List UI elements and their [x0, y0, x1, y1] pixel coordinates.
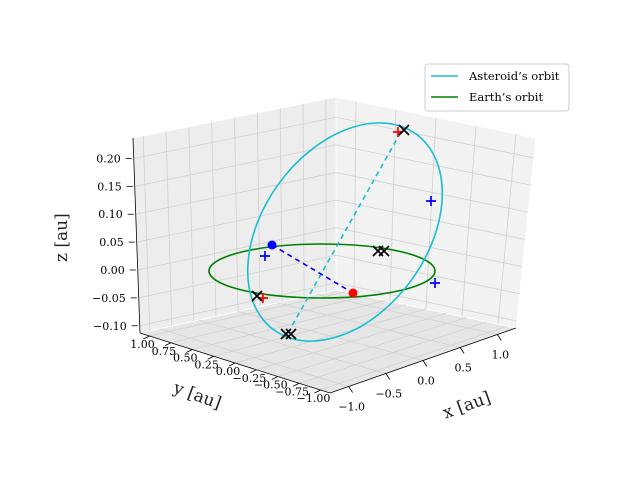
x-gridline: [159, 328, 349, 387]
earth-marker: [267, 240, 277, 250]
cross-marker: [378, 245, 390, 257]
x-tick-label: 0.5: [454, 362, 472, 375]
z-tick-label: −0.10: [93, 320, 127, 333]
y-tick-mark: [271, 376, 278, 380]
y-tick-label: −1.00: [297, 392, 331, 405]
cross-marker: [398, 124, 410, 136]
cross-marker: [285, 328, 297, 340]
right-pane: [335, 96, 537, 329]
y-wall-gridline: [165, 131, 173, 327]
blue-plus-marker: [430, 278, 440, 288]
y-tick-mark: [143, 335, 150, 340]
z-axis-line: [132, 137, 141, 334]
x-wall-gridline: [353, 101, 357, 294]
x-wall-gridline: [425, 117, 437, 310]
z-gridline: [137, 227, 523, 271]
axis-lines: [125, 137, 517, 394]
y-wall-gridline: [188, 126, 195, 322]
x-tick-mark: [422, 360, 428, 367]
x-wall-gridline: [461, 125, 477, 317]
x-gridline: [277, 302, 461, 348]
x-tick-label: −0.5: [375, 388, 402, 401]
legend-label-asteroid: Asteroid’s orbit: [468, 69, 560, 83]
x-tick-mark: [459, 347, 465, 354]
y-wall-gridline: [279, 108, 283, 302]
z-axis-label: z [au]: [52, 213, 72, 262]
x-gridline: [198, 319, 386, 374]
orbit-curves: [208, 122, 444, 342]
x-gridline: [237, 311, 424, 361]
y-tick-label: −0.25: [233, 372, 267, 385]
y-tick-label: −0.50: [254, 379, 288, 392]
y-tick-mark: [207, 355, 214, 360]
y-wall-gridline: [211, 122, 217, 317]
y-axis-line: [139, 332, 331, 394]
y-tick-mark: [164, 342, 172, 347]
y-tick-label: 1.00: [130, 338, 155, 351]
y-tick-label: 0.50: [173, 352, 198, 365]
legend-box: [424, 63, 570, 112]
earth-orbit-curve: [208, 243, 436, 299]
x-gridline: [316, 293, 498, 335]
x-tick-label: 0.0: [417, 375, 435, 388]
x-wall-gridline: [497, 133, 517, 325]
y-tick-mark: [250, 369, 257, 374]
y-tick-label: −0.75: [275, 385, 309, 398]
x-tick-label: 1.0: [492, 349, 510, 362]
y-tick-label: 0.75: [152, 345, 177, 358]
x-tick-mark: [348, 386, 353, 393]
y-tick-mark: [292, 382, 300, 387]
z-gridline: [136, 199, 526, 243]
y-tick-mark: [186, 349, 193, 353]
z-tick-label: 0.15: [97, 180, 122, 193]
z-tick-label: −0.05: [92, 292, 126, 305]
z-tick-label: 0.10: [98, 208, 123, 221]
x-axis-line: [329, 327, 517, 394]
y-tick-label: 0.00: [216, 365, 241, 378]
blue-plus-marker: [260, 251, 270, 261]
y-axis-label: y [au]: [170, 378, 224, 414]
z-gridline: [133, 116, 534, 159]
sun-marker: [348, 288, 358, 298]
x-tick-mark: [385, 373, 391, 380]
y-wall-gridline: [256, 112, 261, 307]
y-wall-gridline: [142, 135, 151, 331]
y-wall-gridline: [234, 117, 239, 312]
z-gridline: [138, 254, 520, 299]
x-tick-label: −1.0: [338, 401, 365, 414]
asteroid-orbit-curve: [246, 122, 444, 342]
x-axis-label: x [au]: [440, 388, 493, 424]
y-tick-mark: [314, 389, 321, 394]
node-line: [287, 129, 403, 334]
tick-labels: 0.200.150.100.050.00−0.05−0.101.000.750.…: [92, 152, 509, 413]
z-tick-label: 0.20: [96, 152, 121, 165]
cross-marker: [251, 290, 263, 302]
blue-plus-marker: [426, 196, 436, 206]
markers: [251, 124, 440, 340]
z-tick-label: 0.00: [100, 264, 125, 277]
legend: Asteroid’s orbit Earth’s orbit: [424, 63, 570, 112]
z-tick-label: 0.05: [99, 236, 124, 249]
z-gridline: [134, 144, 532, 187]
cross-marker: [280, 328, 292, 340]
y-tick-label: 0.25: [194, 358, 219, 371]
legend-label-earth: Earth’s orbit: [469, 90, 543, 104]
y-tick-mark: [228, 362, 236, 367]
earth-sun-line: [271, 244, 354, 294]
z-gridline: [135, 172, 529, 215]
x-tick-mark: [497, 334, 502, 341]
